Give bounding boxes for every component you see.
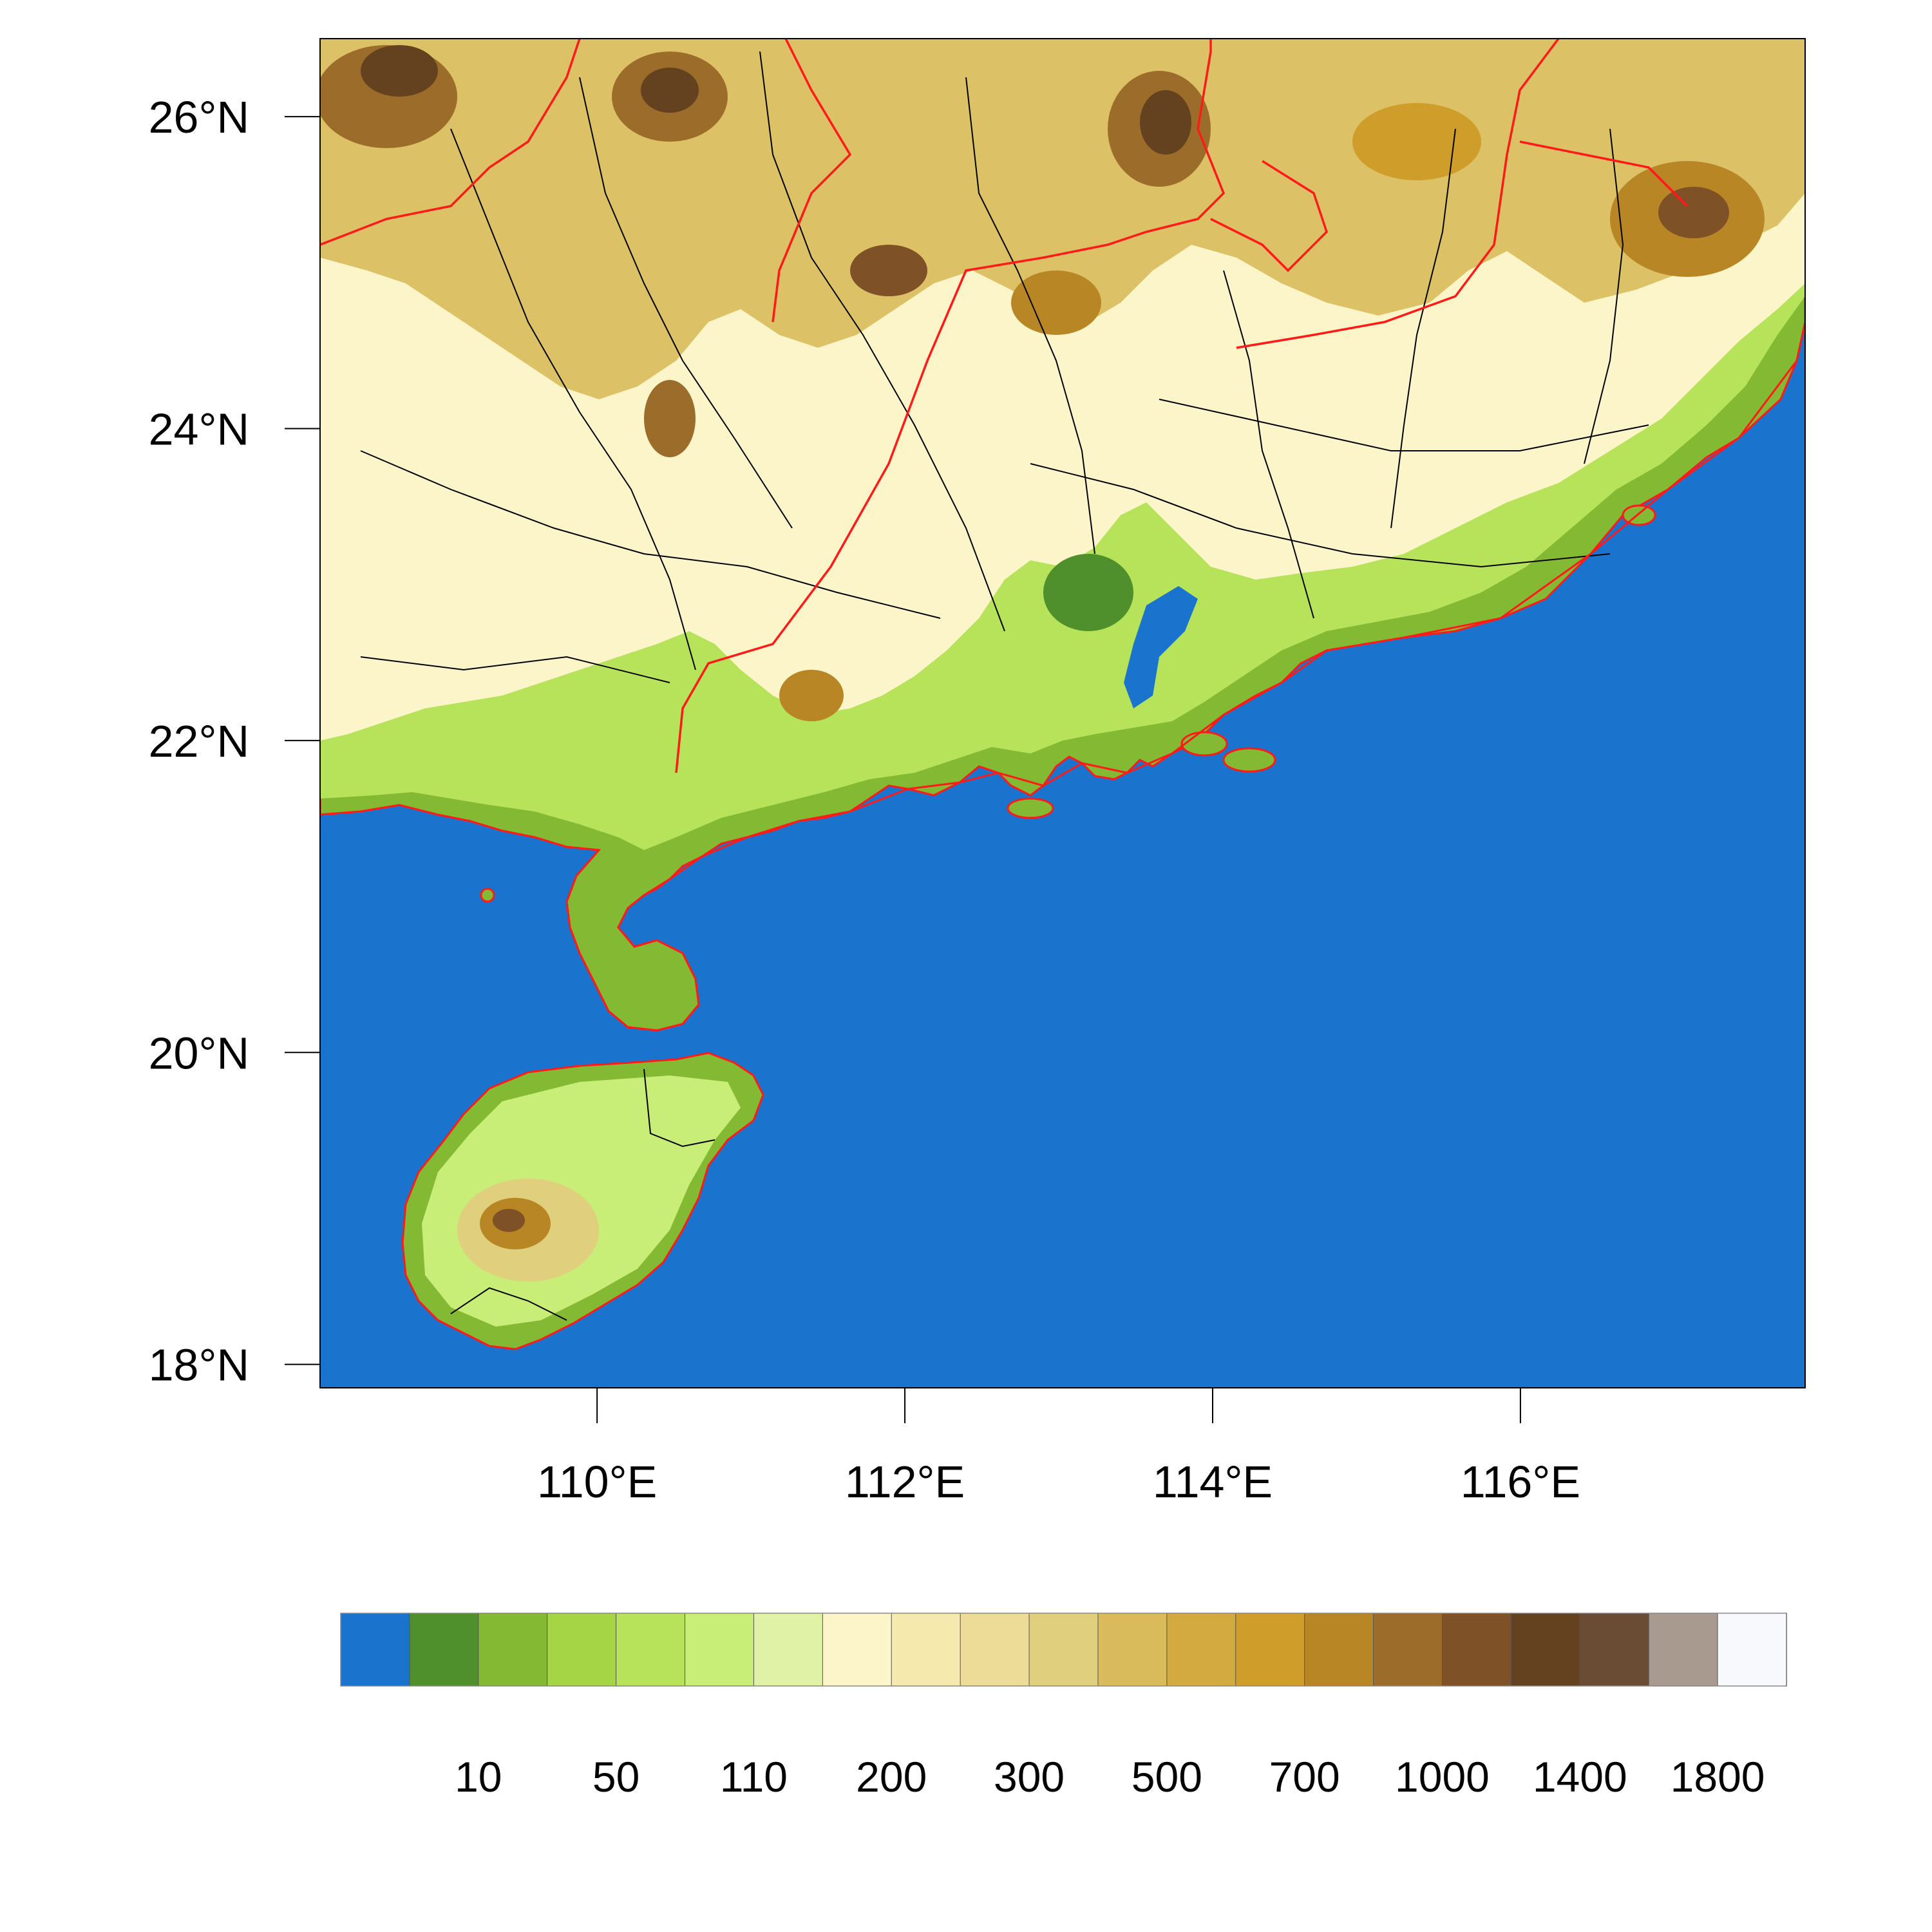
mountain-n2: [850, 245, 927, 296]
colorbar-swatch: [960, 1613, 1030, 1687]
lon-tick-label: 114°E: [1153, 1457, 1273, 1507]
mountain-nw-core: [361, 45, 438, 97]
coastal-islands: [480, 504, 1656, 903]
colorbar-swatch: [616, 1613, 686, 1687]
jiangxi-fujian-border: [1519, 140, 1689, 207]
colorbar-frame: [340, 1613, 1787, 1687]
lat-tick-label: 22°N: [149, 716, 249, 766]
lat-tick-label: 20°N: [149, 1028, 249, 1078]
colorbar-swatch: [891, 1613, 961, 1687]
mountain-patches: [320, 45, 1765, 721]
mountain-e: [1352, 103, 1481, 180]
hunan-guangxi-border: [320, 39, 581, 246]
colorbar-swatch: [547, 1613, 617, 1687]
county-borders: [360, 51, 1649, 1321]
guangxi-guangdong-border: [675, 39, 1226, 773]
colorbar-swatch: [1510, 1613, 1581, 1687]
mountain-sw: [779, 670, 844, 721]
colorbar-swatch: [753, 1613, 824, 1687]
elevation-colorbar: 10 50 110 200 300 500 700 1000 1400 1800: [340, 1613, 1787, 1801]
mountain-ne-core: [1658, 187, 1729, 238]
colorbar-label: 110: [720, 1753, 788, 1801]
lon-tick-label: 112°E: [845, 1457, 965, 1507]
map-plot-area: [320, 39, 1805, 1388]
colorbar-label: 1400: [1533, 1753, 1627, 1801]
colorbar-swatch: [1166, 1613, 1236, 1687]
colorbar-swatch: [1304, 1613, 1374, 1687]
colorbar-swatch: [409, 1613, 479, 1687]
colorbar-label: 700: [1269, 1753, 1340, 1801]
mountain-c: [1011, 270, 1101, 335]
map-frame: [319, 38, 1806, 1388]
colorbar-swatch: [1235, 1613, 1305, 1687]
lat-tick-label: 26°N: [149, 92, 249, 142]
mountain-w: [644, 380, 696, 457]
hunan-jiangxi-border: [772, 39, 852, 323]
colorbar-swatch: [478, 1613, 548, 1687]
guangdong-jiangxi-border: [1210, 160, 1329, 272]
latitude-axis: 18°N 20°N 22°N 24°N 26°N: [149, 92, 320, 1390]
colorbar-label: 300: [994, 1753, 1065, 1801]
lat-tick-label: 24°N: [149, 404, 249, 454]
province-borders: [320, 39, 1689, 773]
colorbar-swatch: [340, 1613, 410, 1687]
colorbar-label: 1000: [1395, 1753, 1490, 1801]
colorbar-swatch: [1373, 1613, 1443, 1687]
lat-tick-label: 18°N: [149, 1340, 249, 1390]
colorbar-label: 1800: [1671, 1753, 1765, 1801]
colorbar-swatch: [1717, 1613, 1787, 1687]
colorbar-swatch: [1579, 1613, 1650, 1687]
colorbar-swatch: [1441, 1613, 1512, 1687]
colorbar-swatch: [1028, 1613, 1099, 1687]
colorbar-swatch: [685, 1613, 755, 1687]
island-e: [480, 887, 495, 903]
coastline: [320, 321, 1805, 1032]
island-b: [1222, 747, 1276, 773]
pearl-river-delta-lowland: [1043, 554, 1133, 631]
colorbar-label: 500: [1132, 1753, 1202, 1801]
lon-tick-label: 110°E: [537, 1457, 657, 1507]
colorbar-label: 50: [592, 1753, 639, 1801]
guangdong-fujian-border: [1236, 39, 1560, 349]
colorbar-swatch: [822, 1613, 893, 1687]
colorbar-label: 10: [455, 1753, 502, 1801]
colorbar-swatch: [1097, 1613, 1168, 1687]
pearl-river-estuary: [1124, 586, 1198, 708]
hainan-peak-core: [493, 1209, 525, 1232]
island-a: [1180, 731, 1228, 757]
colorbar-swatch: [1648, 1613, 1719, 1687]
lon-tick-label: 116°E: [1461, 1457, 1580, 1507]
mountain-n1-core: [641, 68, 699, 113]
colorbar-label: 200: [856, 1753, 927, 1801]
longitude-axis: 110°E 112°E 114°E 116°E: [537, 1388, 1580, 1507]
mountain-n3-core: [1140, 90, 1191, 155]
island-c: [1007, 797, 1054, 819]
